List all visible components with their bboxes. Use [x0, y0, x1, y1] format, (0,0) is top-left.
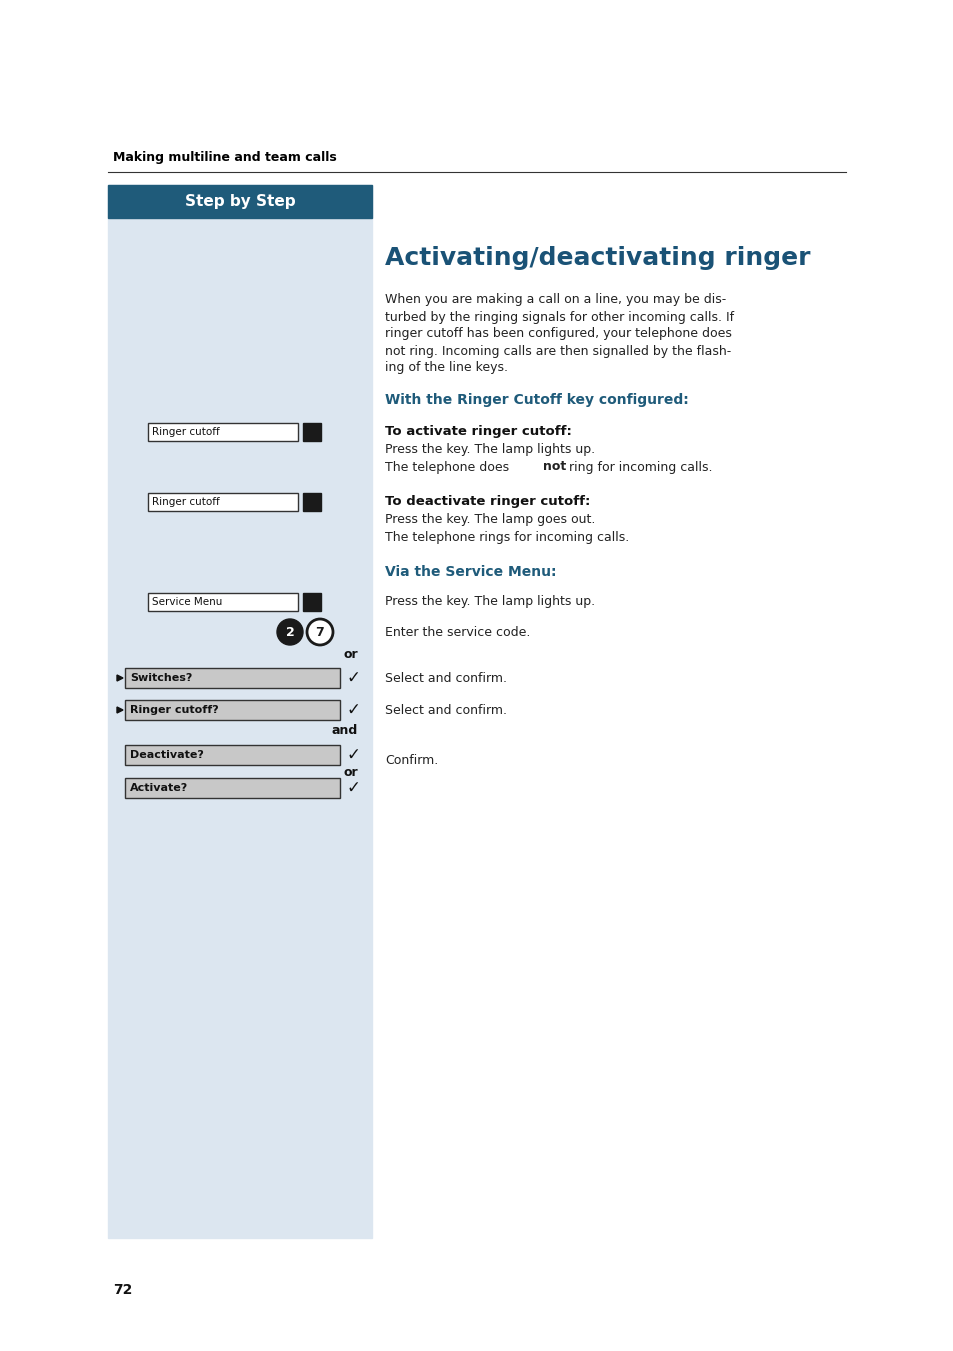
- Text: Switches?: Switches?: [130, 673, 193, 684]
- Text: Select and confirm.: Select and confirm.: [385, 671, 506, 685]
- Text: Service Menu: Service Menu: [152, 597, 222, 607]
- Text: ✓: ✓: [347, 701, 360, 719]
- Bar: [148, 423, 297, 440]
- Text: ing of the line keys.: ing of the line keys.: [385, 362, 507, 374]
- Text: Via the Service Menu:: Via the Service Menu:: [385, 565, 556, 580]
- Text: ✓: ✓: [347, 746, 360, 765]
- Text: The telephone does: The telephone does: [385, 461, 513, 473]
- Text: or: or: [343, 766, 357, 780]
- Bar: [303, 423, 320, 440]
- Polygon shape: [117, 676, 123, 681]
- Text: 72: 72: [112, 1283, 132, 1297]
- Text: With the Ringer Cutoff key configured:: With the Ringer Cutoff key configured:: [385, 393, 688, 407]
- Text: turbed by the ringing signals for other incoming calls. If: turbed by the ringing signals for other …: [385, 311, 734, 323]
- Text: ringer cutoff has been configured, your telephone does: ringer cutoff has been configured, your …: [385, 327, 731, 340]
- Text: Ringer cutoff?: Ringer cutoff?: [130, 705, 218, 715]
- Circle shape: [276, 619, 303, 644]
- Text: 2: 2: [285, 626, 294, 639]
- Text: Deactivate?: Deactivate?: [130, 750, 204, 761]
- Text: Activating/deactivating ringer: Activating/deactivating ringer: [385, 246, 810, 270]
- Text: Select and confirm.: Select and confirm.: [385, 704, 506, 716]
- Text: Press the key. The lamp lights up.: Press the key. The lamp lights up.: [385, 443, 595, 457]
- Text: The telephone rings for incoming calls.: The telephone rings for incoming calls.: [385, 531, 629, 543]
- Text: ✓: ✓: [347, 669, 360, 688]
- Bar: [303, 493, 320, 511]
- Text: ring for incoming calls.: ring for incoming calls.: [564, 461, 712, 473]
- Text: Enter the service code.: Enter the service code.: [385, 626, 530, 639]
- Text: Ringer cutoff: Ringer cutoff: [152, 427, 219, 436]
- Text: Ringer cutoff: Ringer cutoff: [152, 497, 219, 507]
- Polygon shape: [117, 707, 123, 713]
- Bar: [108, 185, 372, 1238]
- Text: ✓: ✓: [347, 780, 360, 797]
- Bar: [108, 185, 372, 218]
- Bar: [148, 593, 297, 611]
- Text: Activate?: Activate?: [130, 784, 188, 793]
- Text: Press the key. The lamp lights up.: Press the key. The lamp lights up.: [385, 596, 595, 608]
- Text: To deactivate ringer cutoff:: To deactivate ringer cutoff:: [385, 496, 590, 508]
- Text: When you are making a call on a line, you may be dis-: When you are making a call on a line, yo…: [385, 293, 725, 307]
- Bar: [125, 700, 339, 720]
- Text: Making multiline and team calls: Making multiline and team calls: [112, 151, 336, 165]
- Bar: [303, 593, 320, 611]
- Text: not: not: [542, 461, 566, 473]
- Text: 7: 7: [315, 626, 324, 639]
- Circle shape: [307, 619, 333, 644]
- Text: Confirm.: Confirm.: [385, 754, 437, 766]
- Text: and: and: [332, 724, 357, 736]
- Text: not ring. Incoming calls are then signalled by the flash-: not ring. Incoming calls are then signal…: [385, 345, 731, 358]
- Text: To activate ringer cutoff:: To activate ringer cutoff:: [385, 426, 571, 439]
- Bar: [125, 778, 339, 798]
- Text: Step by Step: Step by Step: [185, 195, 295, 209]
- Bar: [125, 667, 339, 688]
- Text: or: or: [343, 648, 357, 662]
- Bar: [125, 744, 339, 765]
- Bar: [148, 493, 297, 511]
- Text: Press the key. The lamp goes out.: Press the key. The lamp goes out.: [385, 513, 595, 527]
